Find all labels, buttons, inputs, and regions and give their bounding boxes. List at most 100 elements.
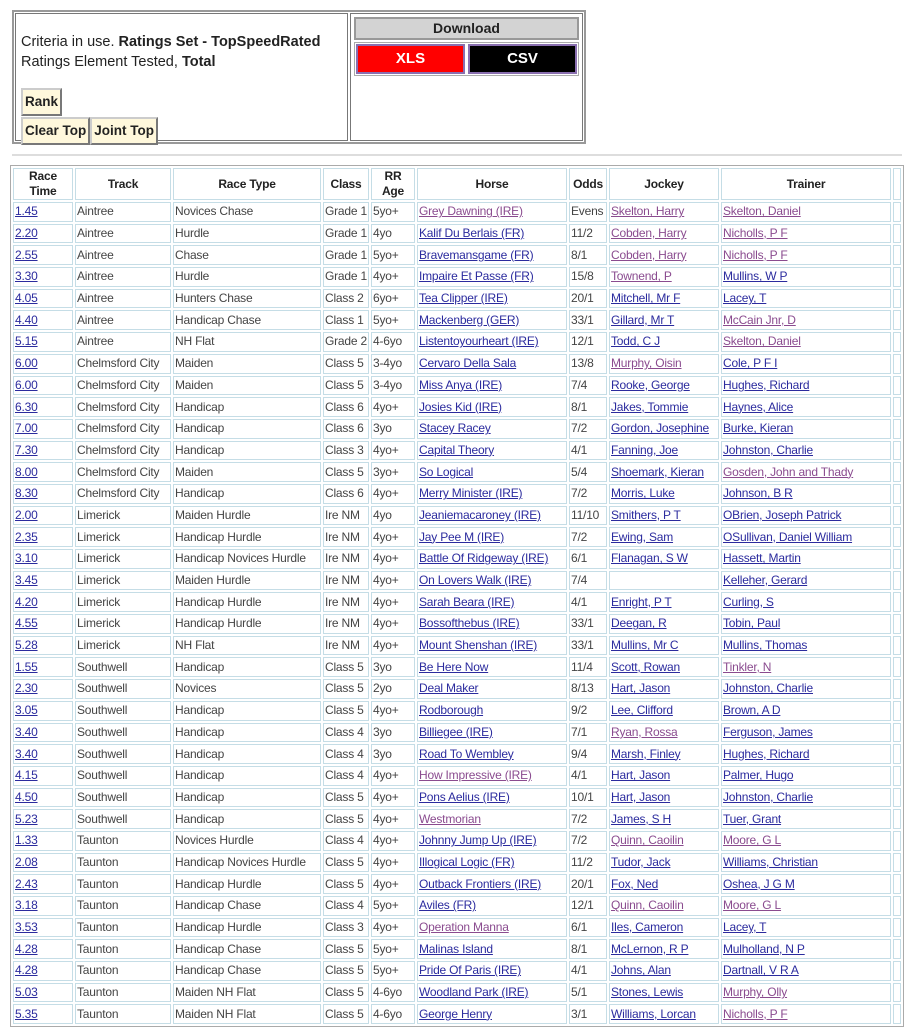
horse-link[interactable]: Listentoyourheart (IRE) (419, 334, 539, 349)
race-time-link[interactable]: 3.45 (15, 573, 38, 588)
trainer-link[interactable]: OSullivan, Daniel William (723, 529, 853, 544)
jockey-link[interactable]: Flanagan, S W (611, 551, 688, 566)
trainer-link[interactable]: Tinkler, N (723, 659, 772, 674)
race-time-link[interactable]: 4.05 (15, 291, 38, 306)
horse-link[interactable]: Impaire Et Passe (FR) (419, 269, 534, 284)
trainer-link[interactable]: Gosden, John and Thady (723, 464, 854, 479)
jockey-link[interactable]: Iles, Cameron (611, 920, 684, 935)
horse-link[interactable]: Mount Shenshan (IRE) (419, 638, 538, 653)
race-time-link[interactable]: 4.28 (15, 963, 38, 978)
jockey-link[interactable]: Ryan, Rossa (611, 724, 678, 739)
jockey-link[interactable]: Williams, Lorcan (611, 1006, 696, 1021)
horse-link[interactable]: Cervaro Della Sala (419, 356, 517, 371)
horse-link[interactable]: Billiegee (IRE) (419, 724, 493, 739)
race-time-link[interactable]: 3.40 (15, 724, 38, 739)
race-time-link[interactable]: 3.40 (15, 746, 38, 761)
race-time-link[interactable]: 5.23 (15, 811, 38, 826)
race-time-link[interactable]: 8.30 (15, 486, 38, 501)
horse-link[interactable]: Jay Pee M (IRE) (419, 529, 505, 544)
jockey-link[interactable]: Hart, Jason (611, 681, 671, 696)
race-time-link[interactable]: 4.28 (15, 941, 38, 956)
trainer-link[interactable]: Kelleher, Gerard (723, 573, 808, 588)
trainer-link[interactable]: Nicholls, P F (723, 247, 788, 262)
horse-link[interactable]: Rodborough (419, 703, 484, 718)
trainer-link[interactable]: Mullins, Thomas (723, 638, 808, 653)
race-time-link[interactable]: 5.15 (15, 334, 38, 349)
race-time-link[interactable]: 5.28 (15, 638, 38, 653)
jockey-link[interactable]: Quinn, Caoilin (611, 833, 684, 848)
race-time-link[interactable]: 1.55 (15, 659, 38, 674)
download-xls-button[interactable]: XLS (356, 44, 465, 74)
trainer-link[interactable]: Moore, G L (723, 898, 782, 913)
jockey-link[interactable]: Deegan, R (611, 616, 667, 631)
trainer-link[interactable]: McCain Jnr, D (723, 312, 796, 327)
race-time-link[interactable]: 4.50 (15, 789, 38, 804)
horse-link[interactable]: Kalif Du Berlais (FR) (419, 226, 525, 241)
trainer-link[interactable]: Lacey, T (723, 291, 767, 306)
jockey-link[interactable]: Fanning, Joe (611, 442, 678, 457)
horse-link[interactable]: Josies Kid (IRE) (419, 399, 502, 414)
race-time-link[interactable]: 3.10 (15, 551, 38, 566)
jockey-link[interactable]: Jakes, Tommie (611, 399, 689, 414)
trainer-link[interactable]: Hughes, Richard (723, 377, 810, 392)
trainer-link[interactable]: Mulholland, N P (723, 941, 805, 956)
jockey-link[interactable]: Scott, Rowan (611, 659, 680, 674)
jockey-link[interactable]: Morris, Luke (611, 486, 675, 501)
rank-button[interactable]: Rank (21, 88, 63, 116)
race-time-link[interactable]: 3.05 (15, 703, 38, 718)
horse-link[interactable]: Merry Minister (IRE) (419, 486, 523, 501)
race-time-link[interactable]: 3.30 (15, 269, 38, 284)
horse-link[interactable]: Aviles (FR) (419, 898, 476, 913)
race-time-link[interactable]: 6.00 (15, 377, 38, 392)
trainer-link[interactable]: Tuer, Grant (723, 811, 782, 826)
horse-link[interactable]: Grey Dawning (IRE) (419, 204, 523, 219)
race-time-link[interactable]: 4.55 (15, 616, 38, 631)
jockey-link[interactable]: Murphy, Oisin (611, 356, 682, 371)
jockey-link[interactable]: Gillard, Mr T (611, 312, 675, 327)
jockey-link[interactable]: Skelton, Harry (611, 204, 685, 219)
trainer-link[interactable]: Palmer, Hugo (723, 768, 794, 783)
jockey-link[interactable]: Johns, Alan (611, 963, 671, 978)
jockey-link[interactable]: Tudor, Jack (611, 854, 671, 869)
race-time-link[interactable]: 2.08 (15, 854, 38, 869)
race-time-link[interactable]: 1.33 (15, 833, 38, 848)
trainer-link[interactable]: Murphy, Olly (723, 985, 788, 1000)
race-time-link[interactable]: 3.53 (15, 920, 38, 935)
trainer-link[interactable]: Nicholls, P F (723, 1006, 788, 1021)
horse-link[interactable]: Johnny Jump Up (IRE) (419, 833, 537, 848)
trainer-link[interactable]: Moore, G L (723, 833, 782, 848)
horse-link[interactable]: Deal Maker (419, 681, 479, 696)
horse-link[interactable]: On Lovers Walk (IRE) (419, 573, 532, 588)
jockey-link[interactable]: Marsh, Finley (611, 746, 681, 761)
race-time-link[interactable]: 5.35 (15, 1006, 38, 1021)
horse-link[interactable]: Malinas Island (419, 941, 493, 956)
race-time-link[interactable]: 5.03 (15, 985, 38, 1000)
horse-link[interactable]: George Henry (419, 1006, 492, 1021)
trainer-link[interactable]: Skelton, Daniel (723, 334, 801, 349)
race-time-link[interactable]: 2.55 (15, 247, 38, 262)
jockey-link[interactable]: Fox, Ned (611, 876, 659, 891)
clear-top-button[interactable]: Clear Top (21, 117, 91, 145)
horse-link[interactable]: Woodland Park (IRE) (419, 985, 529, 1000)
horse-link[interactable]: How Impressive (IRE) (419, 768, 532, 783)
jockey-link[interactable]: Ewing, Sam (611, 529, 674, 544)
horse-link[interactable]: Bravemansgame (FR) (419, 247, 534, 262)
race-time-link[interactable]: 2.35 (15, 529, 38, 544)
race-time-link[interactable]: 2.43 (15, 876, 38, 891)
jockey-link[interactable]: Smithers, P T (611, 507, 681, 522)
jockey-link[interactable]: Stones, Lewis (611, 985, 684, 1000)
trainer-link[interactable]: Hughes, Richard (723, 746, 810, 761)
trainer-link[interactable]: Ferguson, James (723, 724, 813, 739)
horse-link[interactable]: Battle Of Ridgeway (IRE) (419, 551, 549, 566)
horse-link[interactable]: Outback Frontiers (IRE) (419, 876, 542, 891)
trainer-link[interactable]: Oshea, J G M (723, 876, 795, 891)
jockey-link[interactable]: Hart, Jason (611, 768, 671, 783)
race-time-link[interactable]: 7.00 (15, 421, 38, 436)
jockey-link[interactable]: Enright, P T (611, 594, 672, 609)
trainer-link[interactable]: Hassett, Martin (723, 551, 801, 566)
jockey-link[interactable]: Hart, Jason (611, 789, 671, 804)
horse-link[interactable]: Road To Wembley (419, 746, 514, 761)
horse-link[interactable]: Jeaniemacaroney (IRE) (419, 507, 541, 522)
trainer-link[interactable]: Tobin, Paul (723, 616, 781, 631)
race-time-link[interactable]: 3.18 (15, 898, 38, 913)
